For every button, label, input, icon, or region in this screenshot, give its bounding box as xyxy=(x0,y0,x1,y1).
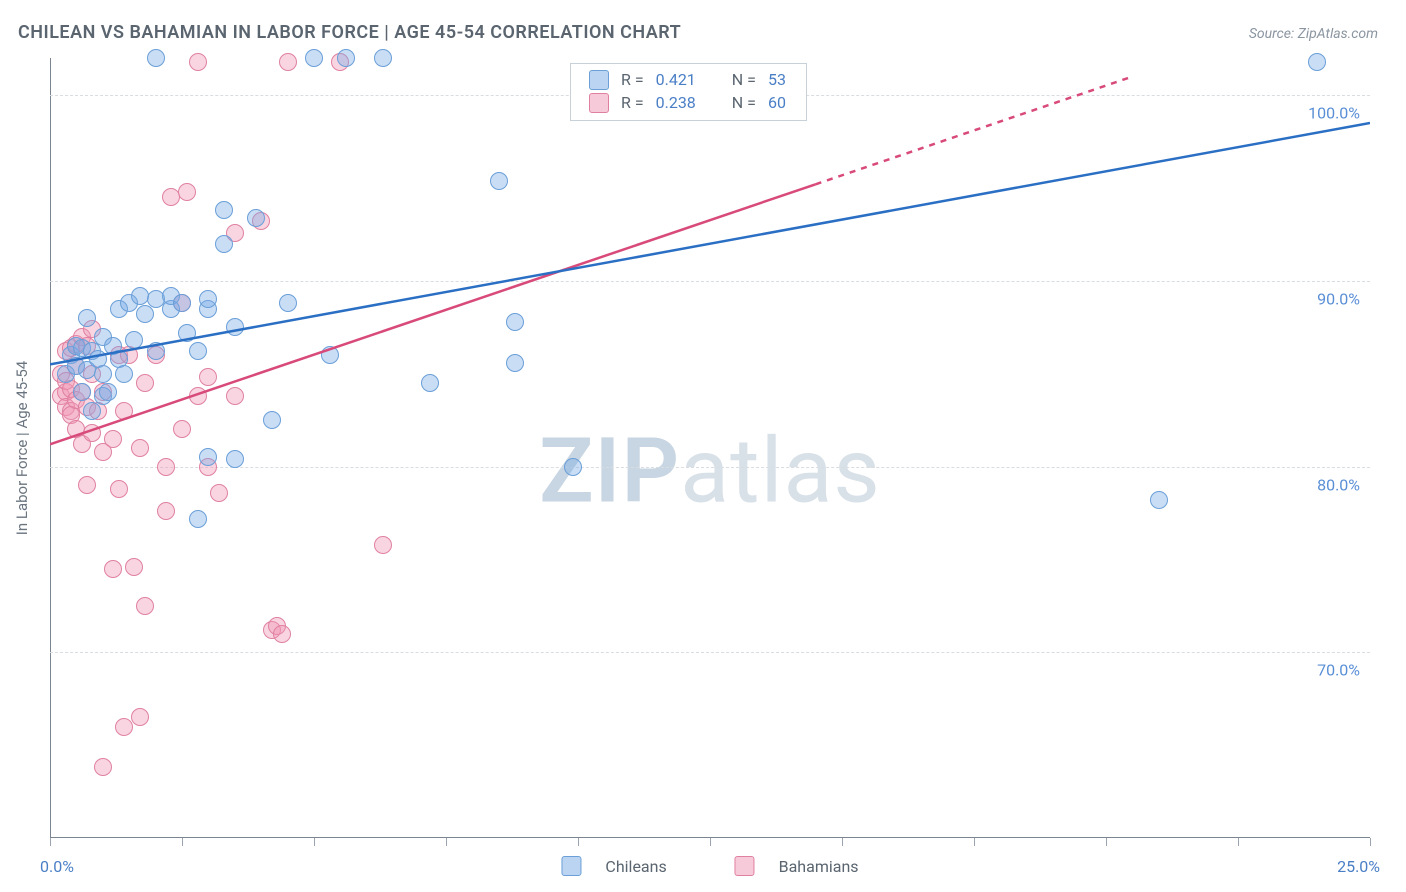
xtick xyxy=(578,838,579,846)
data-point xyxy=(374,49,392,67)
data-point xyxy=(506,313,524,331)
data-point xyxy=(115,402,133,420)
y-axis xyxy=(50,58,51,838)
data-point xyxy=(136,597,154,615)
ytick-label: 100.0% xyxy=(1308,104,1360,123)
data-point xyxy=(78,476,96,494)
gridline xyxy=(50,281,1370,282)
data-point xyxy=(173,294,191,312)
data-point xyxy=(173,420,191,438)
trend-lines xyxy=(50,58,1370,838)
data-point xyxy=(321,346,339,364)
watermark: ZIPatlas xyxy=(539,419,881,524)
data-point xyxy=(115,365,133,383)
gridline xyxy=(50,467,1370,468)
data-point xyxy=(421,374,439,392)
legend-row-chileans: R = 0.421 N = 53 xyxy=(583,68,792,91)
y-axis-label: In Labor Force | Age 45-54 xyxy=(13,361,31,535)
xtick xyxy=(446,838,447,846)
scatter-plot: ZIPatlas 70.0%80.0%90.0%100.0% In Labor … xyxy=(50,58,1370,838)
swatch-pink xyxy=(589,93,609,113)
data-point xyxy=(157,458,175,476)
data-point xyxy=(73,383,91,401)
data-point xyxy=(1150,491,1168,509)
data-point xyxy=(215,235,233,253)
xtick xyxy=(182,838,183,846)
x-axis-min-label: 0.0% xyxy=(40,857,74,876)
ytick-label: 70.0% xyxy=(1317,661,1360,680)
data-point xyxy=(104,430,122,448)
data-point xyxy=(99,383,117,401)
x-axis-max-label: 25.0% xyxy=(1337,857,1380,876)
source-label: Source: ZipAtlas.com xyxy=(1249,26,1378,42)
swatch-blue-icon xyxy=(561,856,581,876)
data-point xyxy=(189,342,207,360)
ytick-label: 90.0% xyxy=(1317,289,1360,308)
legend-label-bahamians: Bahamians xyxy=(779,857,859,876)
swatch-blue xyxy=(589,70,609,90)
xtick xyxy=(314,838,315,846)
data-point xyxy=(110,480,128,498)
data-point xyxy=(131,439,149,457)
data-point xyxy=(83,402,101,420)
data-point xyxy=(125,331,143,349)
correlation-legend: R = 0.421 N = 53 R = 0.238 N = 60 xyxy=(570,63,807,121)
data-point xyxy=(147,342,165,360)
xtick xyxy=(974,838,975,846)
data-point xyxy=(226,450,244,468)
data-point xyxy=(199,448,217,466)
xtick xyxy=(842,838,843,846)
data-point xyxy=(215,201,233,219)
xtick xyxy=(1106,838,1107,846)
data-point xyxy=(279,53,297,71)
data-point xyxy=(178,324,196,342)
data-point xyxy=(94,758,112,776)
xtick xyxy=(710,838,711,846)
data-point xyxy=(337,49,355,67)
data-point xyxy=(279,294,297,312)
data-point xyxy=(136,374,154,392)
data-point xyxy=(189,510,207,528)
xtick xyxy=(1370,838,1371,846)
ytick-label: 80.0% xyxy=(1317,475,1360,494)
data-point xyxy=(83,424,101,442)
data-point xyxy=(490,172,508,190)
data-point xyxy=(115,718,133,736)
data-point xyxy=(189,53,207,71)
data-point xyxy=(374,536,392,554)
data-point xyxy=(247,209,265,227)
data-point xyxy=(104,560,122,578)
data-point xyxy=(199,368,217,386)
data-point xyxy=(263,411,281,429)
data-point xyxy=(136,305,154,323)
data-point xyxy=(189,387,207,405)
data-point xyxy=(226,387,244,405)
data-point xyxy=(273,625,291,643)
data-point xyxy=(147,49,165,67)
data-point xyxy=(506,354,524,372)
xtick xyxy=(50,838,51,846)
data-point xyxy=(210,484,228,502)
chart-title: CHILEAN VS BAHAMIAN IN LABOR FORCE | AGE… xyxy=(18,22,681,43)
legend-label-chileans: Chileans xyxy=(605,857,666,876)
data-point xyxy=(1308,53,1326,71)
gridline xyxy=(50,652,1370,653)
data-point xyxy=(157,502,175,520)
data-point xyxy=(178,183,196,201)
data-point xyxy=(226,318,244,336)
data-point xyxy=(564,458,582,476)
data-point xyxy=(199,290,217,308)
data-point xyxy=(94,365,112,383)
data-point xyxy=(78,309,96,327)
swatch-pink-icon xyxy=(735,856,755,876)
legend-row-bahamians: R = 0.238 N = 60 xyxy=(583,91,792,114)
xtick xyxy=(1238,838,1239,846)
data-point xyxy=(125,558,143,576)
data-point xyxy=(305,49,323,67)
series-legend: Chileans Bahamians xyxy=(551,855,868,876)
data-point xyxy=(131,708,149,726)
